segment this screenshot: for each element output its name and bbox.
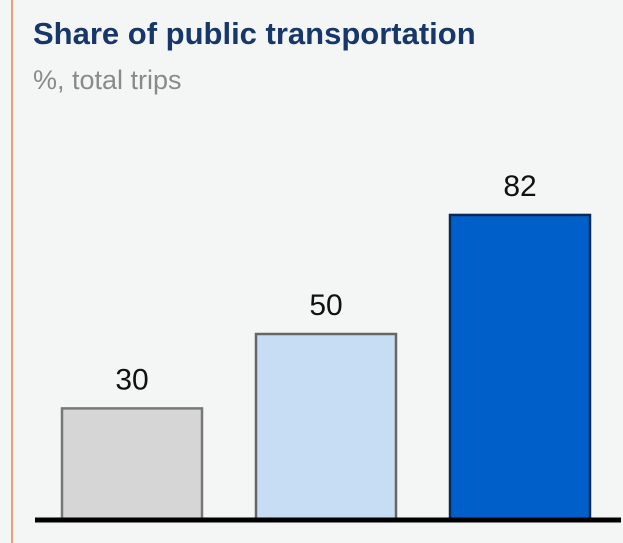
chart-subtitle: %, total trips [33,65,182,95]
chart-title: Share of public transportation [33,16,476,51]
value-label: 30 [115,363,148,396]
bar [254,332,398,522]
bar [60,407,204,522]
value-label: 50 [309,289,342,322]
value-label: 82 [503,170,536,203]
bar [448,213,592,522]
